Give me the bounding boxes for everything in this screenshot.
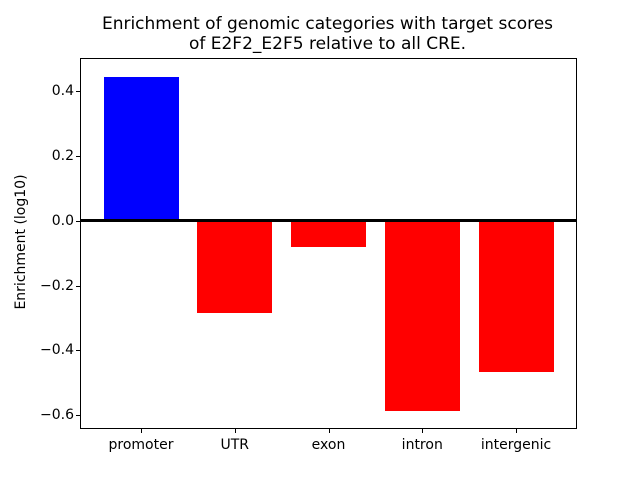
bar-intron: [384, 220, 460, 412]
bar-intergenic: [478, 220, 554, 372]
x-tick-label-exon: exon: [311, 437, 346, 453]
x-tick-mark: [234, 429, 236, 433]
x-tick-label-promoter: promoter: [108, 437, 174, 453]
chart-title-line-1: Enrichment of genomic categories with ta…: [101, 14, 554, 34]
y-tick-mark: [76, 156, 80, 158]
y-tick-label: −0.6: [40, 407, 74, 424]
y-axis-label: Enrichment (log10): [13, 174, 29, 310]
y-tick-label: −0.4: [40, 342, 74, 359]
y-tick-mark: [76, 91, 80, 93]
y-tick-label: 0.2: [51, 148, 74, 165]
y-tick-mark: [76, 220, 80, 222]
bar-UTR: [197, 220, 273, 314]
y-tick-label: −0.2: [40, 277, 74, 294]
plot-area: 0.4 0.2 0.0 −0.2 −0.4 −0.6 promoter UTR exon intr…: [40, 58, 577, 453]
y-tick-label: 0.0: [51, 212, 74, 229]
y-tick-label: 0.4: [51, 83, 74, 100]
chart-title-line-2: of E2F2_E2F5 relative to all CRE.: [188, 34, 467, 54]
x-tick-label-UTR: UTR: [220, 437, 250, 453]
bar-promoter: [103, 76, 179, 221]
y-tick-mark: [76, 285, 80, 287]
bar-exon: [291, 220, 366, 247]
x-tick-mark: [141, 429, 142, 433]
y-tick-mark: [76, 350, 80, 352]
zero-axhline: [81, 219, 576, 223]
x-tick-label-intergenic: intergenic: [480, 437, 552, 453]
x-tick-label-intron: intron: [401, 437, 443, 453]
x-tick-mark: [422, 429, 424, 433]
x-tick-mark: [516, 429, 517, 433]
y-tick-mark: [76, 415, 80, 417]
x-tick-mark: [328, 429, 330, 433]
chart-title: Enrichment of genomic categories with ta…: [80, 14, 575, 54]
